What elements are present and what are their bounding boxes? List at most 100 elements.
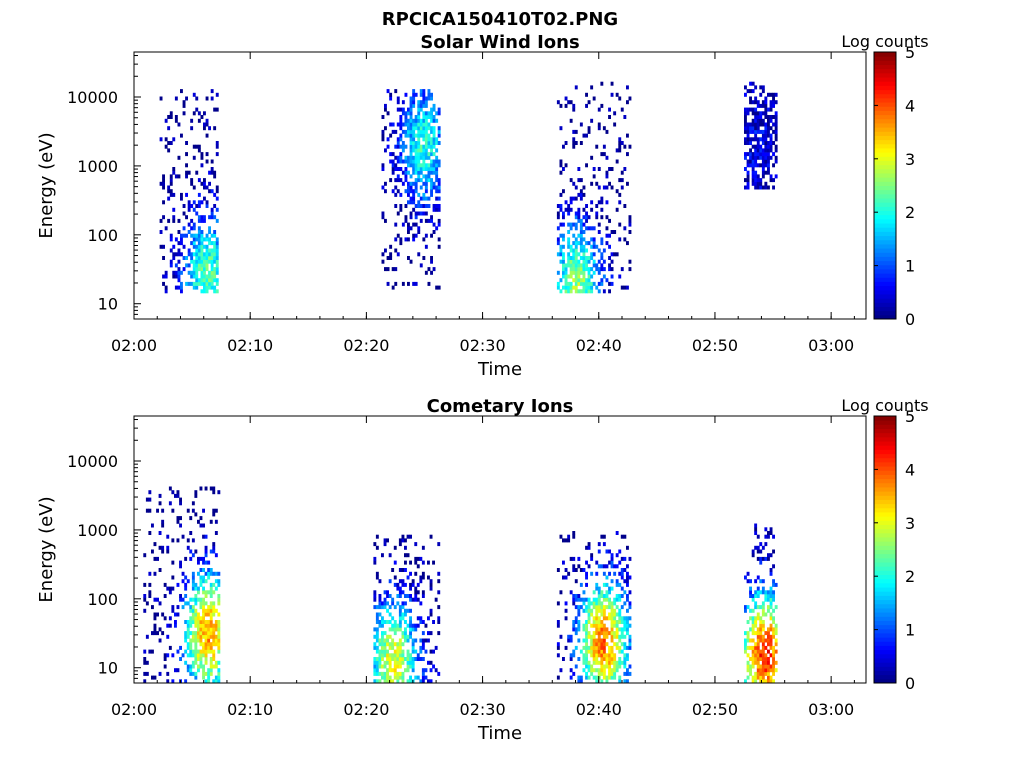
heatmap-cell [582,222,586,227]
heatmap-cell [373,645,377,650]
heatmap-cell [417,100,421,105]
heatmap-cell [590,671,594,676]
heatmap-cell [564,575,568,580]
heatmap-cell [208,281,211,286]
heatmap-cell [746,631,750,636]
colorbar-band [874,310,896,316]
heatmap-cell [587,278,591,283]
heatmap-cell [749,590,752,595]
heatmap-cell [574,664,578,669]
heatmap-cell [764,96,768,101]
heatmap-cell [761,653,765,658]
heatmap-cell [398,542,402,547]
heatmap-cell [217,579,221,584]
heatmap-cell [414,675,418,680]
heatmap-cell [424,115,428,119]
heatmap-cell [378,660,382,665]
heatmap-cell [417,111,421,116]
heatmap-cell [556,642,560,647]
heatmap-cell [414,178,418,183]
heatmap-cell [569,556,573,561]
heatmap-cell [190,274,194,279]
heatmap-cell [197,226,201,231]
heatmap-cell [189,653,193,658]
heatmap-cell [158,501,162,506]
heatmap-cell [746,571,750,576]
heatmap-cell [404,204,408,208]
heatmap-cell [602,571,606,576]
heatmap-cell [192,259,196,264]
heatmap-cell [613,601,617,606]
heatmap-cell [579,281,583,286]
heatmap-cell [401,144,405,149]
heatmap-cell [767,675,770,680]
heatmap-cell [751,144,755,149]
heatmap-cell [437,620,441,624]
heatmap-cell [409,627,412,632]
heatmap-cell [569,263,573,268]
heatmap-cell [754,133,758,138]
heatmap-cell [605,675,609,680]
heatmap-cell [618,675,622,680]
heatmap-cell [394,129,398,134]
heatmap-cell [602,668,606,673]
heatmap-cell [744,126,747,131]
heatmap-cell [191,649,195,654]
heatmap-cell [608,281,611,286]
heatmap-cell [406,653,410,658]
colorbar-band [874,441,896,446]
heatmap-cell [772,645,775,650]
heatmap-cell [401,170,405,175]
heatmap-cell [416,616,420,621]
heatmap-cell [396,660,400,665]
heatmap-cell [174,118,178,123]
heatmap-cell [412,189,416,194]
heatmap-cell [744,185,747,190]
heatmap-cell [432,163,436,168]
heatmap-cell [772,122,775,127]
heatmap-cell [564,267,568,272]
heatmap-cell [414,141,418,145]
heatmap-cell [429,612,433,617]
heatmap-cell [381,616,384,621]
heatmap-cell [769,126,773,131]
colorbar-band [874,64,896,70]
heatmap-cell [180,133,183,138]
heatmap-cell [207,631,211,636]
heatmap-cell [430,118,433,123]
heatmap-cell [419,616,423,621]
heatmap-cell [772,185,775,190]
heatmap-cell [567,241,571,246]
heatmap-cell [754,85,758,90]
colorbar-band [874,293,896,299]
heatmap-cell [209,605,213,610]
heatmap-cell [572,267,576,272]
heatmap-cell [562,167,565,171]
heatmap-cell [158,531,162,535]
heatmap-cell [759,92,763,97]
heatmap-cell [772,627,775,632]
colorbar-band [874,528,896,534]
heatmap-cell [388,657,392,661]
heatmap-cell [764,103,768,108]
heatmap-cell [194,616,198,621]
heatmap-cell [161,612,165,617]
heatmap-cell [381,631,384,636]
heatmap-cell [427,267,431,272]
heatmap-cell [610,92,614,97]
heatmap-cell [620,586,624,591]
heatmap-cell [414,627,418,632]
heatmap-cell [389,159,393,164]
heatmap-cell [626,181,629,186]
heatmap-cell [600,590,604,595]
heatmap-cell [199,660,203,665]
heatmap-cell [381,649,384,654]
heatmap-cell [626,653,629,658]
heatmap-cell [209,590,213,595]
heatmap-cell [746,660,750,665]
heatmap-cell [556,645,560,650]
heatmap-cell [167,189,171,194]
heatmap-cell [572,278,576,283]
heatmap-cell [421,671,425,676]
heatmap-cell [384,126,387,131]
